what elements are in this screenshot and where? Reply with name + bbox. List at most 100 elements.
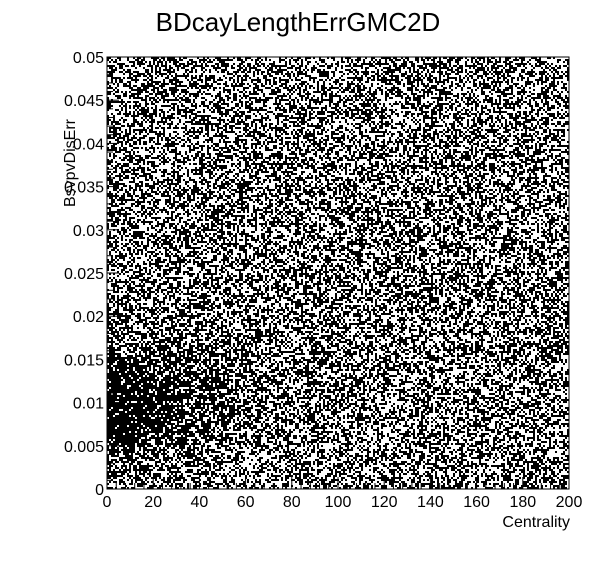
heatmap-cell [177,69,179,71]
heatmap-cell [187,65,189,67]
heatmap-cell [257,79,259,81]
heatmap-cell [253,121,255,123]
heatmap-cell [307,61,309,63]
heatmap-cell [187,131,189,133]
heatmap-cell [419,123,421,125]
heatmap-cell [309,101,311,103]
heatmap-cell [257,111,259,113]
heatmap-cell [381,69,383,71]
heatmap-cell [361,113,363,115]
heatmap-cell [119,133,121,135]
heatmap-cell [179,141,181,143]
heatmap-cell [195,65,197,67]
heatmap-cell [241,91,243,93]
heatmap-cell [447,129,449,131]
heatmap-cell [243,139,245,141]
heatmap-cell [553,95,555,97]
heatmap-cell [255,107,257,109]
heatmap-cell [431,121,433,123]
heatmap-cell [381,73,383,75]
heatmap-cell [523,77,525,79]
heatmap-cell [203,57,205,59]
heatmap-cell [353,119,355,121]
heatmap-cell [413,133,415,135]
heatmap-cell [367,109,369,111]
heatmap-cell [517,97,519,99]
heatmap-cell [119,137,121,139]
heatmap-cell [419,127,421,129]
heatmap-cell [451,99,453,101]
heatmap-cell [427,91,429,93]
heatmap-cell [249,67,251,69]
heatmap-cell [195,87,197,89]
heatmap-cell [267,71,269,73]
heatmap-cell [185,113,187,115]
heatmap-cell [175,135,177,137]
heatmap-cell [171,117,173,119]
heatmap-cell [417,115,419,117]
heatmap-cell [193,85,195,87]
heatmap-cell [139,123,141,125]
heatmap-cell [391,141,393,143]
heatmap-cell [217,105,219,107]
heatmap-cell [131,125,133,127]
heatmap-cell [275,97,277,99]
heatmap-cell [359,95,361,97]
heatmap-cell [169,143,171,145]
heatmap-cell [209,61,211,63]
heatmap-cell [475,133,477,135]
heatmap-cell [145,117,147,119]
heatmap-cell [399,121,401,123]
heatmap-cell [453,125,455,127]
heatmap-cell [469,111,471,113]
heatmap-cell [347,85,349,87]
heatmap-cell [251,139,253,141]
heatmap-cell [141,73,143,75]
heatmap-cell [355,85,357,87]
heatmap-cell [341,141,343,143]
heatmap-cell [427,115,429,117]
heatmap-cell [135,79,137,81]
heatmap-cell [307,57,309,59]
heatmap-cell [323,81,325,83]
heatmap-cell [125,95,127,97]
heatmap-cell [549,131,551,133]
heatmap-cell [177,85,179,87]
heatmap-cell [211,75,213,77]
heatmap-cell [543,117,545,119]
heatmap-cell [265,131,267,133]
heatmap-cell [349,57,351,59]
heatmap-cell [179,119,181,121]
heatmap-cell [333,121,335,123]
heatmap-cell [427,69,429,71]
heatmap-cell [205,105,207,107]
heatmap-cell [375,111,377,113]
heatmap-cell [127,77,129,79]
heatmap-cell [191,67,193,69]
heatmap-cell [549,69,551,71]
heatmap-cell [149,97,151,99]
heatmap-cell [179,83,181,85]
heatmap-cell [383,109,385,111]
heatmap-cell [345,111,347,113]
heatmap-cell [191,103,193,105]
heatmap-cell [341,113,343,115]
heatmap-cell [123,135,125,137]
heatmap-cell [401,63,403,65]
heatmap-cell [119,67,121,69]
heatmap-cell [559,123,561,125]
heatmap-cell [471,97,473,99]
heatmap-cell [249,105,251,107]
heatmap-cell [455,73,457,75]
heatmap-cell [123,95,125,97]
heatmap-cell [475,61,477,63]
heatmap-cell [417,127,419,129]
heatmap-cell [421,57,423,59]
heatmap-cell [187,75,189,77]
heatmap-cell [185,71,187,73]
heatmap-cell [265,135,267,137]
heatmap-cell [403,83,405,85]
heatmap-cell [457,101,459,103]
heatmap-cell [447,59,449,61]
heatmap-cell [151,89,153,91]
